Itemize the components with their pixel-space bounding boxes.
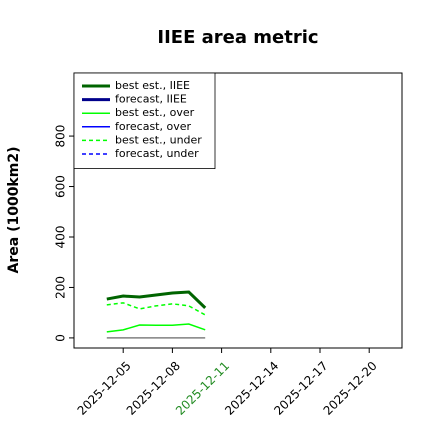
legend-label: best est., over — [115, 106, 195, 119]
plot-frame — [73, 72, 403, 349]
y-tick-label: 0 — [54, 334, 68, 342]
legend-label: forecast, IIEE — [115, 93, 187, 106]
legend-label: best est., under — [115, 133, 202, 146]
chart-title: IIEE area metric — [157, 27, 318, 48]
series-line — [106, 323, 206, 333]
y-tick-label: 200 — [54, 276, 68, 299]
y-tick-label: 800 — [54, 125, 68, 148]
legend-label: forecast, over — [115, 120, 191, 133]
series-line — [106, 290, 207, 309]
y-axis-label: Area (1000km2) — [6, 147, 22, 274]
series-line — [106, 302, 206, 316]
legend-label: forecast, under — [115, 147, 199, 160]
legend-box — [73, 72, 216, 169]
legend-label: best est., IIEE — [115, 79, 190, 92]
y-tick-label: 400 — [54, 226, 68, 249]
y-tick-label: 600 — [54, 175, 68, 198]
